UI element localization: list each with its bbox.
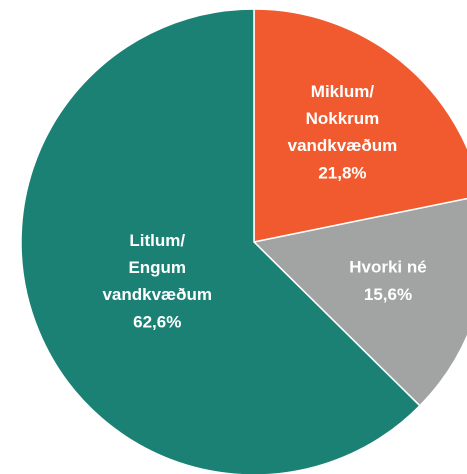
value-label: 15,6%	[364, 285, 412, 304]
slice-label: Litlum/Engum vandkvæðum 62,6%	[102, 231, 212, 331]
slice-label: Miklum/Nokkrum vandkvæðum 21,8%	[288, 83, 398, 183]
value-label: 21,8%	[318, 164, 366, 183]
category-label: Litlum/Engum vandkvæðum	[102, 231, 212, 304]
value-label: 62,6%	[133, 312, 181, 331]
category-label: Miklum/Nokkrum vandkvæðum	[288, 83, 398, 156]
pie-slice	[252, 197, 467, 407]
category-label: Hvorki né	[349, 258, 426, 277]
pie-slice	[253, 8, 467, 243]
slice-label: Hvorki né 15,6%	[349, 258, 426, 304]
pie-slice	[20, 8, 421, 474]
